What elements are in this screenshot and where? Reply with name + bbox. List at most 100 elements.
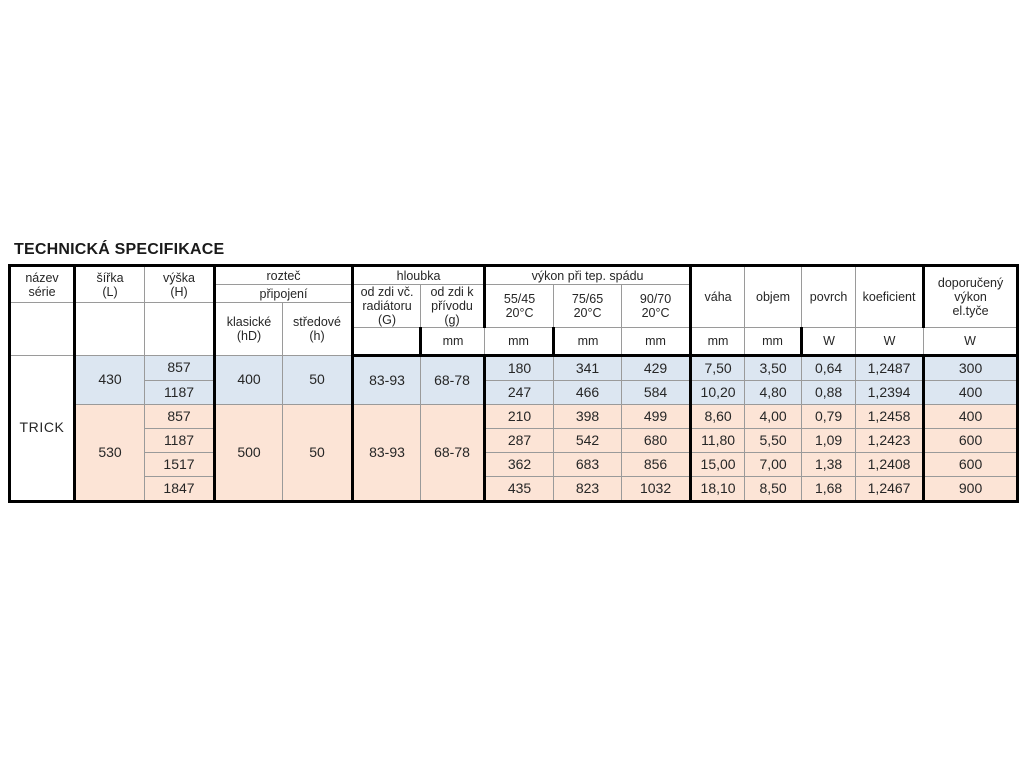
header-vykon-5545-line2: 20°C — [505, 306, 534, 320]
cell-povrch: 0,64 — [801, 355, 857, 381]
table-row: 1847 435 823 1032 18,10 8,50 1,68 1,2467 900 — [9, 476, 1020, 503]
header-vykon-5545-line1: 55/45 — [503, 292, 536, 306]
cell-vaha: 8,60 — [689, 404, 746, 429]
cell-koeficient: 1,2394 — [855, 380, 925, 405]
cell-koeficient: 1,2467 — [855, 476, 925, 503]
cell-objem: 4,80 — [744, 380, 803, 405]
header-doporuceny-line1: doporučený — [937, 276, 1004, 290]
cell-doporuceny-vykon: 600 — [922, 428, 1020, 453]
unit-stredove: mm — [621, 327, 692, 357]
unit-width: mm — [419, 327, 486, 357]
header-series-name-line2: série — [28, 284, 56, 299]
table-row: 1187 287 542 680 11,80 5,50 1,09 1,2423 600 — [9, 428, 1020, 453]
header-doporuceny-vykon: doporučený výkon el.tyče — [922, 264, 1020, 328]
technical-specification-table: název série šířka (L) výška (H) rozteč h… — [8, 264, 1020, 503]
header-width-line1: šířka — [96, 270, 124, 285]
header-vykon-7565-line1: 75/65 — [571, 292, 604, 306]
header-povrch: povrch — [801, 264, 857, 328]
cell-height: 857 — [144, 404, 215, 429]
header-doporuceny-line2: výkon — [954, 290, 987, 304]
cell-roztec-stredove: 50 — [281, 355, 354, 405]
cell-roztec-klasicke: 400 — [213, 355, 283, 405]
header-od-zdi-radiatoru-line2: radiátoru — [362, 299, 412, 313]
cell-vykon-5545: 362 — [483, 452, 555, 477]
header-vaha: váha — [689, 264, 746, 328]
cell-height: 1517 — [144, 452, 215, 477]
header-height: výška (H) — [144, 264, 215, 303]
table-header: název série šířka (L) výška (H) rozteč h… — [8, 264, 1020, 357]
cell-height: 1187 — [144, 380, 215, 405]
header-od-zdi-privodu-line1: od zdi k — [430, 285, 474, 300]
header-stredove: středové (h) — [281, 302, 354, 356]
header-od-zdi-privodu-line2: přívodu — [431, 299, 473, 313]
cell-vykon-7565: 341 — [553, 355, 623, 381]
header-klasicke-line2: (hD) — [236, 329, 262, 343]
unit-vykon-9070: W — [923, 327, 1019, 357]
unit-od-zdi-radiatoru: mm — [689, 327, 746, 357]
cell-objem: 8,50 — [744, 476, 803, 503]
header-vykon-7565: 75/65 20°C — [553, 284, 623, 328]
header-objem: objem — [744, 264, 803, 328]
cell-povrch: 0,79 — [801, 404, 857, 429]
cell-vykon-5545: 247 — [483, 380, 555, 405]
header-height-spacer — [144, 302, 215, 356]
cell-vykon-7565: 823 — [553, 476, 623, 503]
header-od-zdi-radiatoru-line3: (G) — [377, 313, 397, 327]
cell-hloubka-radiatoru: 83-93 — [351, 404, 422, 503]
cell-vykon-7565: 398 — [553, 404, 623, 429]
header-vykon-5545: 55/45 20°C — [483, 284, 555, 328]
table-row: 530 857 500 50 83-93 68-78 210 398 499 8,60 4,00 0,… — [9, 404, 1020, 503]
cell-vaha: 11,80 — [689, 428, 746, 453]
header-od-zdi-privodu: od zdi k přívodu (g) — [420, 284, 486, 328]
header-vykon-9070: 90/70 20°C — [621, 284, 692, 328]
cell-objem: 7,00 — [744, 452, 803, 477]
cell-doporuceny-vykon: 400 — [922, 380, 1020, 405]
cell-povrch: 0,88 — [801, 380, 857, 405]
cell-doporuceny-vykon: 400 — [922, 404, 1020, 429]
cell-height: 1187 — [144, 428, 215, 453]
cell-vaha: 15,00 — [689, 452, 746, 477]
header-od-zdi-privodu-line3: (g) — [444, 313, 460, 327]
table-row: 1187 247 466 584 10,20 4,80 0,88 1,2394 400 — [9, 380, 1020, 405]
cell-vykon-9070: 584 — [621, 380, 692, 405]
cell-objem: 3,50 — [744, 355, 803, 381]
header-group-hloubka: hloubka — [351, 264, 486, 285]
header-height-line2: (H) — [170, 284, 188, 299]
cell-height: 857 — [144, 355, 215, 381]
cell-hloubka-radiatoru: 83-93 — [351, 355, 422, 405]
cell-vykon-5545: 210 — [483, 404, 555, 429]
header-od-zdi-radiatoru-line1: od zdi vč. — [360, 285, 414, 300]
cell-vaha: 7,50 — [689, 355, 746, 381]
cell-vykon-5545: 287 — [483, 428, 555, 453]
unit-vykon-5545: W — [800, 327, 857, 357]
cell-koeficient: 1,2423 — [855, 428, 925, 453]
page-title: TECHNICKÁ SPECIFIKACE — [14, 241, 225, 258]
cell-vaha: 10,20 — [689, 380, 746, 405]
table-row: 1517 362 683 856 15,00 7,00 1,38 1,2408 600 — [9, 452, 1020, 477]
cell-povrch: 1,68 — [801, 476, 857, 503]
cell-koeficient: 1,2458 — [855, 404, 925, 429]
cell-vykon-7565: 466 — [553, 380, 623, 405]
header-klasicke: klasické (hD) — [213, 302, 283, 356]
header-vykon-7565-line2: 20°C — [573, 306, 602, 320]
table-row: TRICK 430 857 400 50 83-93 68-78 180 341 429 7,50 3… — [8, 355, 1020, 503]
header-row-groups: název série šířka (L) výška (H) rozteč h… — [8, 264, 1020, 328]
cell-height: 1847 — [144, 476, 215, 503]
header-vykon-9070-line1: 90/70 — [639, 292, 672, 306]
header-stredove-line1: středové — [293, 315, 341, 329]
header-series-name-spacer — [8, 302, 75, 356]
header-group-vykon: výkon při tep. spádu — [483, 264, 692, 285]
header-row-subgroups: připojení od zdi vč. radiátoru (G) od zd… — [10, 284, 1018, 328]
cell-vykon-9070: 856 — [621, 452, 692, 477]
unit-vykon-7565: W — [855, 327, 925, 357]
cell-povrch: 1,09 — [801, 428, 857, 453]
unit-height: mm — [484, 327, 555, 357]
cell-vykon-9070: 499 — [621, 404, 692, 429]
cell-vykon-5545: 435 — [483, 476, 555, 503]
header-stredove-line2: (h) — [309, 329, 325, 343]
cell-series-name: TRICK — [8, 355, 75, 503]
header-subgroup-pripojeni: připojení — [212, 284, 354, 303]
cell-width: 430 — [73, 355, 145, 405]
header-width: šířka (L) — [73, 264, 145, 303]
cell-vykon-9070: 1032 — [621, 476, 692, 503]
